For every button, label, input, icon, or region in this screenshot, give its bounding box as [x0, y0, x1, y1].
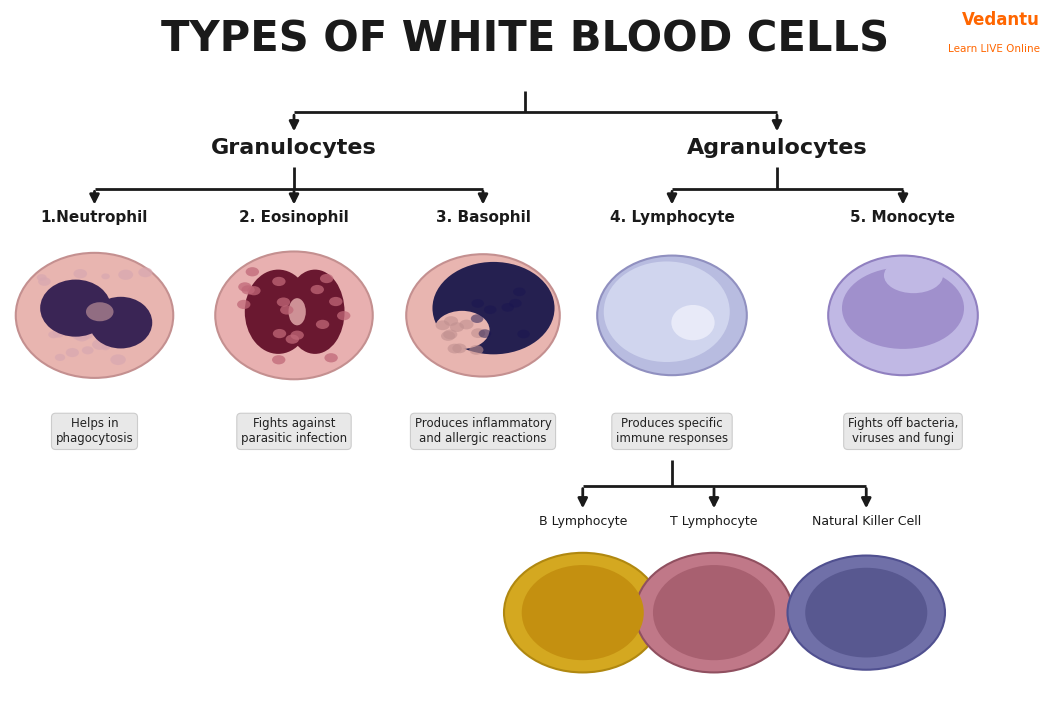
Circle shape — [316, 320, 330, 329]
Circle shape — [444, 316, 458, 326]
Circle shape — [139, 268, 152, 277]
Circle shape — [272, 277, 286, 286]
Text: Fights off bacteria,
viruses and fungi: Fights off bacteria, viruses and fungi — [847, 418, 959, 445]
Circle shape — [72, 331, 84, 340]
Circle shape — [48, 331, 59, 339]
Circle shape — [453, 344, 466, 353]
Ellipse shape — [828, 256, 978, 376]
Ellipse shape — [597, 256, 747, 376]
Circle shape — [449, 322, 464, 332]
Circle shape — [280, 305, 294, 315]
Text: Fights against
parasitic infection: Fights against parasitic infection — [240, 418, 348, 445]
Text: 3. Basophil: 3. Basophil — [436, 210, 530, 225]
Circle shape — [337, 311, 351, 320]
Ellipse shape — [635, 552, 793, 673]
Ellipse shape — [884, 258, 943, 293]
Circle shape — [324, 353, 338, 362]
Ellipse shape — [504, 552, 662, 673]
Text: Learn LIVE Online: Learn LIVE Online — [947, 44, 1040, 54]
Ellipse shape — [406, 254, 560, 376]
Circle shape — [82, 347, 93, 355]
Ellipse shape — [89, 297, 152, 349]
Circle shape — [246, 267, 259, 276]
Circle shape — [101, 273, 110, 279]
Text: B Lymphocyte: B Lymphocyte — [539, 515, 627, 528]
Circle shape — [329, 297, 342, 306]
Ellipse shape — [286, 270, 344, 354]
Circle shape — [513, 287, 526, 296]
Text: Agranulocytes: Agranulocytes — [687, 138, 867, 158]
Ellipse shape — [788, 555, 945, 670]
Ellipse shape — [86, 302, 113, 321]
Circle shape — [110, 355, 126, 365]
Text: 1.Neutrophil: 1.Neutrophil — [41, 210, 148, 225]
Circle shape — [441, 331, 456, 341]
Text: Helps in
phagocytosis: Helps in phagocytosis — [56, 418, 133, 445]
Circle shape — [459, 320, 474, 329]
Circle shape — [242, 285, 255, 294]
Ellipse shape — [16, 253, 173, 378]
Text: 5. Monocyte: 5. Monocyte — [850, 210, 956, 225]
Ellipse shape — [215, 252, 373, 379]
Ellipse shape — [653, 565, 775, 660]
Circle shape — [447, 344, 462, 354]
Ellipse shape — [604, 262, 730, 362]
Circle shape — [103, 343, 111, 349]
Text: Vedantu: Vedantu — [962, 11, 1040, 29]
Circle shape — [273, 329, 287, 338]
Text: 4. Lymphocyte: 4. Lymphocyte — [610, 210, 734, 225]
Text: Produces specific
immune responses: Produces specific immune responses — [616, 418, 728, 445]
Circle shape — [237, 300, 251, 309]
Circle shape — [37, 274, 46, 281]
Circle shape — [101, 344, 110, 350]
Circle shape — [502, 303, 514, 312]
Circle shape — [92, 339, 107, 350]
Circle shape — [469, 345, 483, 355]
Circle shape — [277, 297, 290, 307]
Circle shape — [66, 348, 79, 357]
Text: T Lymphocyte: T Lymphocyte — [670, 515, 758, 528]
Circle shape — [272, 355, 286, 365]
Circle shape — [518, 330, 530, 339]
Ellipse shape — [40, 280, 111, 336]
Circle shape — [247, 286, 260, 295]
Circle shape — [320, 274, 333, 283]
Circle shape — [509, 299, 522, 307]
Circle shape — [471, 328, 485, 338]
Text: Produces inflammatory
and allergic reactions: Produces inflammatory and allergic react… — [415, 418, 551, 445]
Circle shape — [436, 320, 449, 330]
Ellipse shape — [289, 298, 306, 326]
Circle shape — [107, 328, 119, 337]
Circle shape — [119, 270, 133, 280]
Ellipse shape — [245, 270, 312, 354]
Circle shape — [85, 286, 94, 292]
Circle shape — [479, 329, 491, 338]
Circle shape — [471, 299, 484, 308]
Circle shape — [443, 330, 458, 339]
Text: TYPES OF WHITE BLOOD CELLS: TYPES OF WHITE BLOOD CELLS — [161, 18, 889, 60]
Circle shape — [92, 304, 100, 310]
Circle shape — [127, 339, 136, 345]
Ellipse shape — [671, 305, 715, 340]
Text: Natural Killer Cell: Natural Killer Cell — [812, 515, 921, 528]
Circle shape — [311, 285, 324, 294]
Circle shape — [55, 354, 65, 361]
Ellipse shape — [522, 565, 644, 660]
Circle shape — [52, 329, 65, 338]
Text: 2. Eosinophil: 2. Eosinophil — [239, 210, 349, 225]
Circle shape — [75, 331, 89, 341]
Ellipse shape — [435, 311, 489, 349]
Ellipse shape — [842, 268, 964, 349]
Ellipse shape — [433, 262, 554, 355]
Text: Granulocytes: Granulocytes — [211, 138, 377, 158]
Circle shape — [38, 277, 50, 286]
Circle shape — [484, 305, 497, 314]
Circle shape — [238, 282, 252, 291]
Ellipse shape — [805, 568, 927, 658]
Circle shape — [470, 315, 483, 323]
Circle shape — [74, 269, 87, 278]
Circle shape — [81, 331, 93, 339]
Circle shape — [291, 331, 303, 340]
Circle shape — [286, 334, 299, 344]
